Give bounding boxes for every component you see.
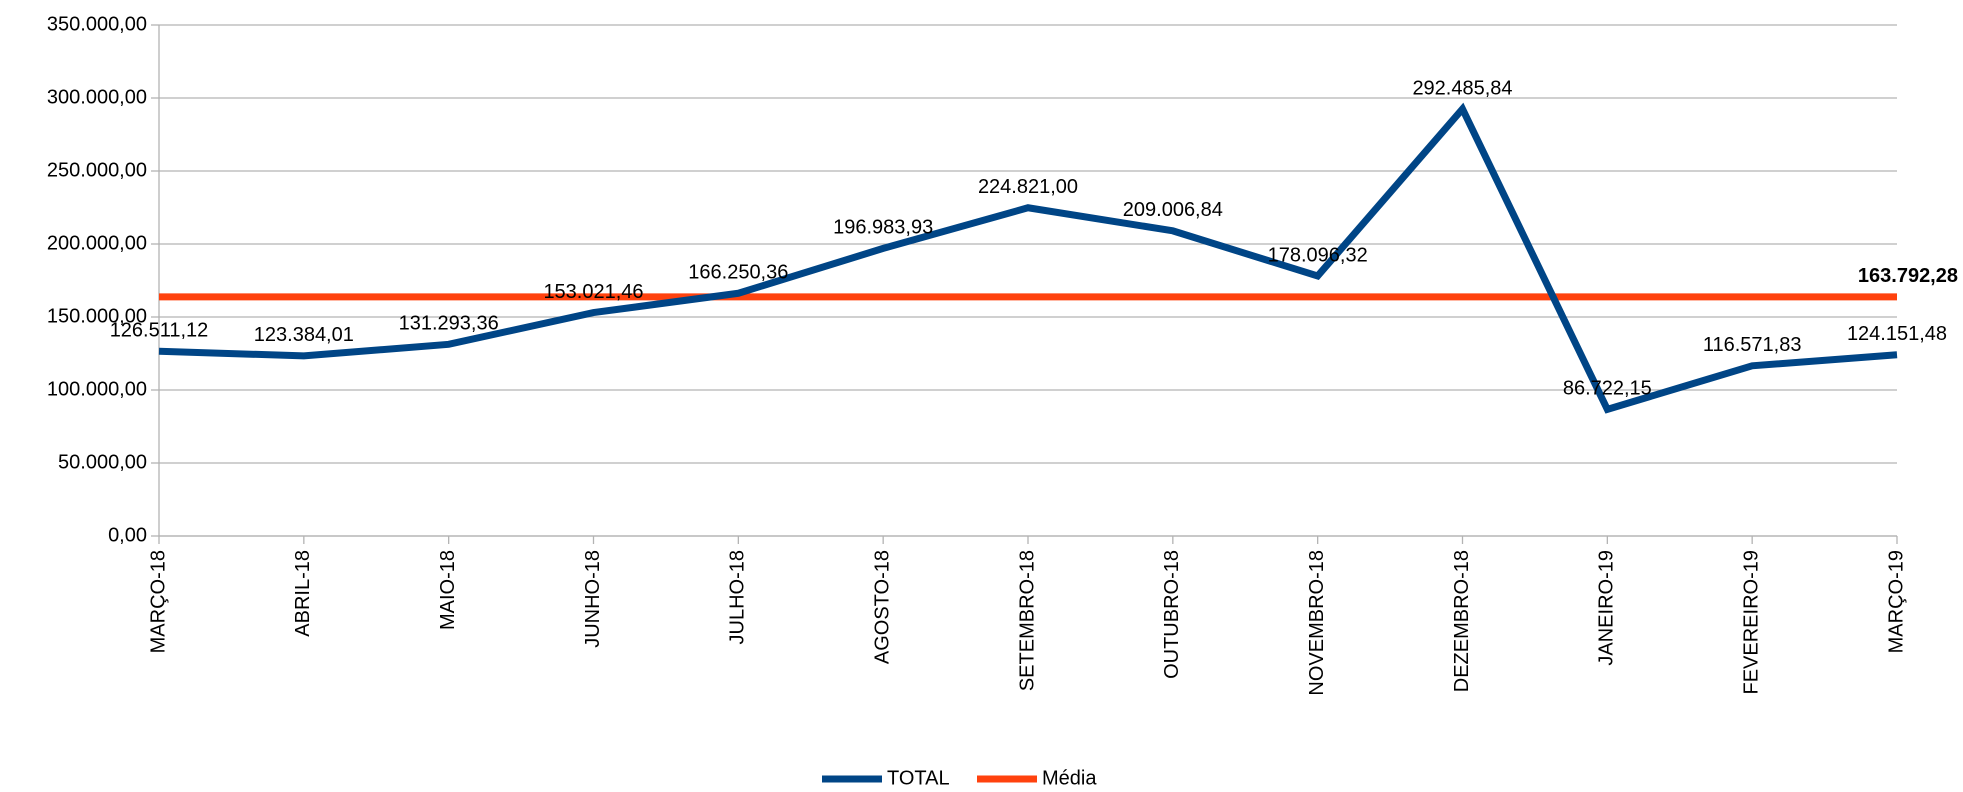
series-line — [158, 102, 1898, 414]
data-label: 163.792,28 — [1858, 265, 1958, 287]
data-label: 131.293,36 — [399, 313, 499, 335]
y-tick-label: 350.000,00 — [47, 13, 147, 35]
data-label: 224.821,00 — [978, 176, 1078, 198]
data-label: 178.096,32 — [1268, 244, 1368, 266]
data-label: 292.485,84 — [1412, 77, 1512, 99]
y-tick-label: 0,00 — [108, 524, 147, 546]
data-label: 153.021,46 — [543, 281, 643, 303]
y-tick-label: 300.000,00 — [47, 86, 147, 108]
x-tick-label: JUNHO-18 — [582, 550, 604, 648]
y-tick-label: 200.000,00 — [47, 232, 147, 254]
data-label: 126.511,12 — [110, 320, 209, 342]
y-tick-label: 250.000,00 — [47, 159, 147, 181]
y-tick-label: 50.000,00 — [58, 451, 147, 473]
x-tick-label: MARÇO-18 — [147, 550, 169, 653]
data-label: 123.384,01 — [254, 324, 354, 346]
x-tick-label: MAIO-18 — [437, 550, 459, 630]
data-label: 166.250,36 — [688, 262, 788, 284]
data-label: 196.983,93 — [833, 217, 933, 239]
data-label: 116.571,83 — [1703, 334, 1802, 356]
x-tick-label: DEZEMBRO-18 — [1451, 550, 1473, 692]
data-label: 86.722,15 — [1563, 378, 1652, 400]
x-tick-label: OUTUBRO-18 — [1161, 550, 1183, 679]
x-tick-label: ABRIL-18 — [292, 550, 314, 637]
y-tick-label: 100.000,00 — [47, 378, 147, 400]
x-tick-label: MARÇO-19 — [1885, 550, 1907, 653]
x-tick-label: NOVEMBRO-18 — [1306, 550, 1328, 696]
legend-label: Média — [1042, 767, 1097, 789]
x-tick-label: JULHO-18 — [727, 550, 749, 644]
y-tick-label: 150.000,00 — [47, 305, 147, 327]
legend-label: TOTAL — [887, 767, 950, 789]
x-tick-label: AGOSTO-18 — [871, 550, 893, 664]
data-label: 209.006,84 — [1123, 199, 1223, 221]
data-label: 124.151,48 — [1847, 323, 1947, 345]
x-tick-label: JANEIRO-19 — [1596, 550, 1618, 666]
x-tick-label: FEVEREIRO-19 — [1740, 550, 1762, 694]
x-tick-label: SETEMBRO-18 — [1016, 550, 1038, 691]
